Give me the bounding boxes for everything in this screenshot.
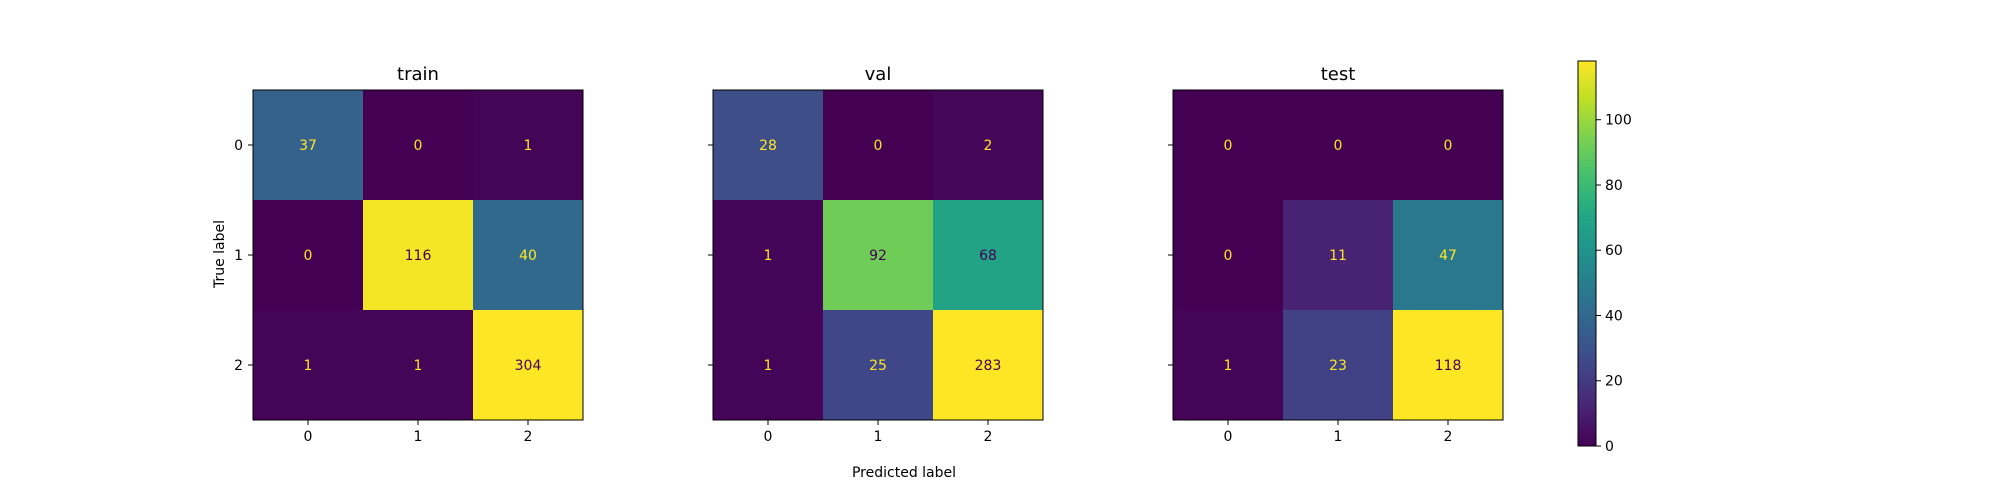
cell-r0-c0 (713, 90, 824, 201)
x-tick-label: 0 (304, 429, 313, 445)
cell-value-r1-c0: 0 (304, 248, 313, 264)
cell-r0-c1 (1283, 90, 1394, 201)
cell-value-r2-c1: 23 (1329, 358, 1347, 374)
x-tick-label: 1 (874, 429, 883, 445)
panel-train: 37 0 1 0 116 40 1 1 304 train 0 0 1 1 2 2 (234, 64, 584, 445)
cell-r0-c1 (363, 90, 474, 201)
cell-r0-c2 (933, 90, 1044, 201)
cell-value-r1-c1: 116 (405, 248, 432, 264)
colorbar-tick-label: 80 (1605, 178, 1623, 194)
cell-value-r1-c0: 0 (1224, 248, 1233, 264)
x-axis-label: Predicted label (852, 465, 956, 481)
cell-value-r1-c2: 47 (1439, 248, 1457, 264)
colorbar: 0 20 40 60 80 100 (1577, 60, 1632, 455)
cell-value-r0-c1: 0 (414, 138, 423, 154)
cell-value-r0-c2: 1 (524, 138, 533, 154)
panel-title: train (397, 64, 439, 85)
cell-value-r2-c2: 118 (1435, 358, 1462, 374)
cell-r2-c1 (823, 310, 934, 421)
cell-r1-c1 (823, 200, 934, 311)
cell-value-r1-c2: 40 (519, 248, 537, 264)
cell-r2-c1 (363, 310, 474, 421)
cell-r1-c2 (473, 200, 584, 311)
y-axis-label: True label (212, 220, 228, 289)
cell-value-r2-c1: 25 (869, 358, 887, 374)
cell-r2-c2 (1393, 310, 1504, 421)
cell-value-r0-c2: 2 (984, 138, 993, 154)
cell-value-r2-c2: 304 (515, 358, 542, 374)
cell-r2-c1 (1283, 310, 1394, 421)
cell-r2-c2 (473, 310, 584, 421)
cell-value-r2-c0: 1 (764, 358, 773, 374)
cell-r0-c2 (1393, 90, 1504, 201)
cell-r2-c0 (253, 310, 364, 421)
cell-r0-c0 (253, 90, 364, 201)
x-tick-label: 1 (414, 429, 423, 445)
cell-r0-c2 (473, 90, 584, 201)
cell-value-r0-c0: 28 (759, 138, 777, 154)
cell-r1-c0 (253, 200, 364, 311)
x-tick-label: 1 (1334, 429, 1343, 445)
cell-r2-c2 (933, 310, 1044, 421)
colorbar-tick-label: 40 (1605, 308, 1623, 324)
cell-value-r0-c1: 0 (874, 138, 883, 154)
cell-value-r2-c0: 1 (1224, 358, 1233, 374)
cell-r0-c1 (823, 90, 934, 201)
panel-title: test (1321, 64, 1356, 85)
cell-r2-c0 (1173, 310, 1284, 421)
cell-r1-c2 (1393, 200, 1504, 311)
cell-value-r2-c2: 283 (975, 358, 1002, 374)
x-tick-label: 0 (1224, 429, 1233, 445)
cell-r1-c1 (1283, 200, 1394, 311)
cell-value-r1-c0: 1 (764, 248, 773, 264)
colorbar-gradient (1577, 60, 1597, 447)
x-tick-label: 2 (1444, 429, 1453, 445)
cell-value-r2-c0: 1 (304, 358, 313, 374)
y-tick-label: 2 (234, 358, 243, 374)
cell-value-r0-c2: 0 (1444, 138, 1453, 154)
colorbar-tick-label: 0 (1605, 439, 1614, 455)
panel-test: 0 0 0 0 11 47 1 23 118 test 0 1 2 (1168, 64, 1504, 445)
cell-r1-c0 (713, 200, 824, 311)
cell-r2-c0 (713, 310, 824, 421)
cell-r1-c2 (933, 200, 1044, 311)
x-tick-label: 0 (764, 429, 773, 445)
panel-val: 28 0 2 1 92 68 1 25 283 val 0 1 2 (708, 64, 1044, 445)
colorbar-tick-label: 100 (1605, 113, 1632, 129)
panel-title: val (865, 64, 892, 85)
colorbar-tick-label: 60 (1605, 243, 1623, 259)
cell-value-r2-c1: 1 (414, 358, 423, 374)
y-tick-label: 1 (234, 248, 243, 264)
cell-r0-c0 (1173, 90, 1284, 201)
cell-r1-c0 (1173, 200, 1284, 311)
y-tick-label: 0 (234, 138, 243, 154)
cell-value-r1-c2: 68 (979, 248, 997, 264)
colorbar-tick-label: 20 (1605, 374, 1623, 390)
cell-value-r1-c1: 11 (1329, 248, 1347, 264)
cell-value-r0-c0: 37 (299, 138, 317, 154)
cell-r1-c1 (363, 200, 474, 311)
cell-value-r0-c1: 0 (1334, 138, 1343, 154)
x-tick-label: 2 (524, 429, 533, 445)
cell-value-r1-c1: 92 (869, 248, 887, 264)
x-tick-label: 2 (984, 429, 993, 445)
cell-value-r0-c0: 0 (1224, 138, 1233, 154)
